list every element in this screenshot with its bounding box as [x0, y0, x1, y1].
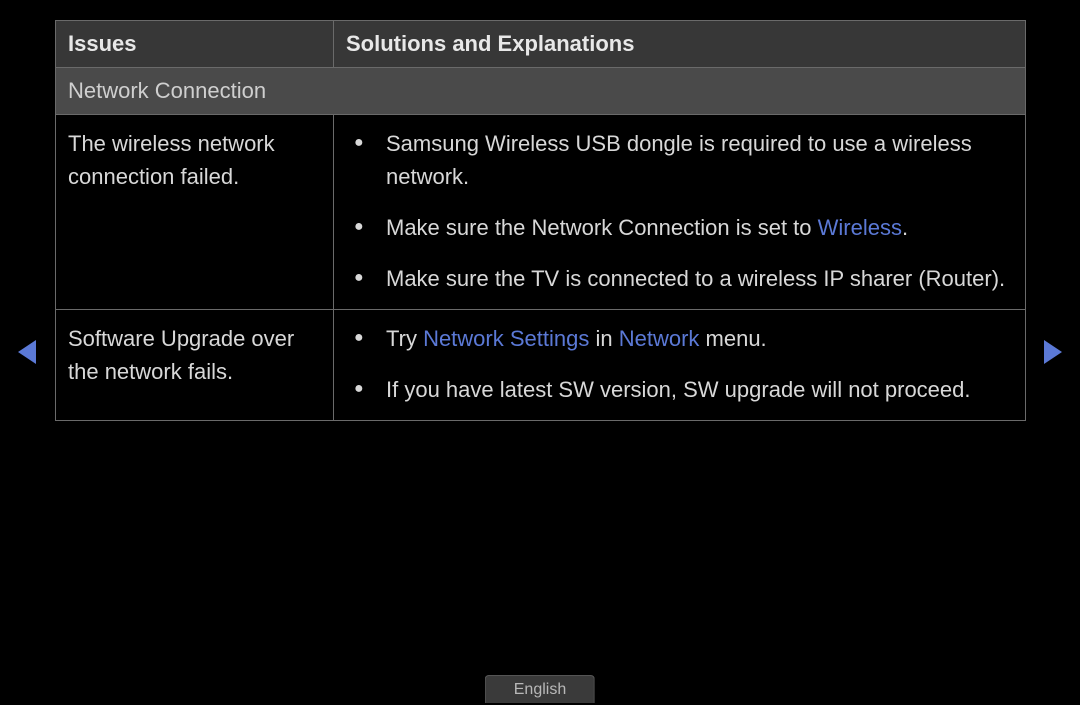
solution-text: . [902, 215, 908, 240]
prev-page-arrow[interactable] [18, 340, 36, 364]
solution-text: Make sure the TV is connected to a wirel… [386, 266, 1005, 291]
highlight-text: Network Settings [423, 326, 589, 351]
issue-cell: The wireless network connection failed. [56, 115, 334, 310]
table-header-row: Issues Solutions and Explanations [56, 21, 1026, 68]
issue-cell: Software Upgrade over the network fails. [56, 310, 334, 421]
troubleshooting-table: Issues Solutions and Explanations Networ… [55, 20, 1026, 421]
solution-list: Samsung Wireless USB dongle is required … [346, 127, 1013, 295]
header-issues: Issues [56, 21, 334, 68]
solution-text: If you have latest SW version, SW upgrad… [386, 377, 971, 402]
solution-text: Make sure the Network Connection is set … [386, 215, 818, 240]
solution-text: Try [386, 326, 423, 351]
next-page-arrow[interactable] [1044, 340, 1062, 364]
list-item: Make sure the Network Connection is set … [346, 211, 1013, 244]
table-row: Software Upgrade over the network fails.… [56, 310, 1026, 421]
solution-text: in [589, 326, 618, 351]
solution-cell: Samsung Wireless USB dongle is required … [334, 115, 1026, 310]
highlight-text: Network [619, 326, 700, 351]
section-title: Network Connection [56, 68, 1026, 115]
solution-text: Samsung Wireless USB dongle is required … [386, 131, 972, 189]
highlight-text: Wireless [818, 215, 902, 240]
list-item: Samsung Wireless USB dongle is required … [346, 127, 1013, 193]
language-button[interactable]: English [485, 675, 595, 703]
list-item: Try Network Settings in Network menu. [346, 322, 1013, 355]
list-item: Make sure the TV is connected to a wirel… [346, 262, 1013, 295]
troubleshooting-table-wrap: Issues Solutions and Explanations Networ… [55, 20, 1025, 421]
manual-page: Issues Solutions and Explanations Networ… [0, 0, 1080, 705]
table-row: The wireless network connection failed. … [56, 115, 1026, 310]
solution-list: Try Network Settings in Network menu. If… [346, 322, 1013, 406]
list-item: If you have latest SW version, SW upgrad… [346, 373, 1013, 406]
solution-text: menu. [699, 326, 766, 351]
section-row: Network Connection [56, 68, 1026, 115]
solution-cell: Try Network Settings in Network menu. If… [334, 310, 1026, 421]
header-solutions: Solutions and Explanations [334, 21, 1026, 68]
